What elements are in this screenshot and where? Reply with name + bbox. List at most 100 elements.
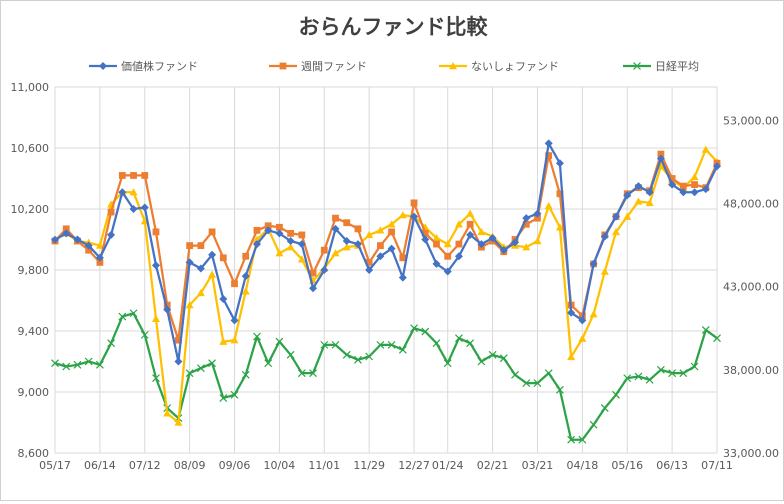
data-point (85, 246, 93, 254)
legend-item-1: 週間ファンド (269, 60, 367, 73)
x-marker-stroke (589, 420, 598, 429)
data-point (511, 238, 520, 247)
data-point (332, 214, 339, 222)
x-marker-stroke (544, 369, 553, 378)
data-point (185, 369, 194, 378)
x-tick-label: 10/04 (264, 459, 296, 472)
data-point (410, 324, 418, 333)
data-point (84, 241, 93, 250)
data-point (297, 240, 306, 249)
data-point (410, 199, 418, 207)
data-point (555, 159, 564, 168)
data-point (140, 203, 149, 212)
data-point (432, 339, 441, 348)
chart-title: おらんファンド比較 (299, 15, 489, 39)
data-point (129, 309, 138, 318)
y-left-tick-label: 9,400 (18, 325, 50, 338)
data-point (95, 253, 104, 262)
x-marker-stroke (253, 332, 261, 341)
data-point (578, 435, 587, 444)
data-point (118, 312, 127, 321)
data-point (320, 266, 329, 274)
data-point (533, 209, 542, 218)
data-point (421, 230, 429, 237)
data-point (623, 191, 632, 200)
data-point (534, 214, 541, 222)
data-point (421, 235, 430, 244)
legend-item-3: 日経平均 (623, 60, 699, 73)
data-point (152, 228, 160, 236)
data-point (544, 139, 553, 148)
data-point (230, 336, 239, 344)
data-point (690, 362, 699, 371)
data-point (51, 235, 59, 244)
data-point (163, 305, 172, 314)
y-left-tick-label: 9,000 (18, 386, 50, 399)
x-marker-stroke (241, 370, 250, 379)
data-point (51, 359, 59, 368)
data-point (175, 336, 182, 344)
data-point (95, 241, 104, 249)
data-point (612, 212, 621, 221)
legend: 価値株ファンド 週間ファンド ないしょファンド 日経平均 (89, 59, 699, 73)
data-point (219, 254, 227, 262)
data-point (286, 237, 295, 246)
data-point (690, 172, 699, 181)
data-point (196, 364, 205, 373)
data-point (241, 370, 250, 379)
data-point (488, 233, 497, 242)
x-tick-label: 06/14 (84, 459, 116, 472)
data-point (612, 390, 620, 399)
x-marker-stroke (275, 337, 284, 346)
axes: 05/17 06/14 07/12 08/09 09/06 10/04 11/01 11/29… (11, 81, 779, 472)
x-tick-label: 05/16 (611, 459, 643, 472)
y-left-tick-label: 10,200 (11, 203, 50, 216)
y-right-tick-label: 38,000.00 (723, 364, 779, 377)
data-point (443, 240, 452, 248)
x-marker-stroke (533, 379, 542, 388)
data-point (96, 258, 104, 266)
legend-marker (633, 62, 641, 70)
series-3 (51, 309, 721, 444)
data-point (432, 259, 441, 268)
x-marker-stroke (342, 350, 351, 359)
data-point (623, 374, 632, 383)
x-marker-stroke (365, 352, 374, 361)
data-point (297, 255, 306, 263)
data-point (656, 365, 665, 374)
data-point (365, 352, 374, 361)
x-marker-stroke (309, 369, 317, 378)
data-point (634, 372, 643, 381)
data-point (668, 369, 677, 378)
data-point (466, 220, 474, 228)
x-marker-stroke (645, 375, 654, 384)
series-line (54, 142, 719, 363)
data-point (196, 288, 205, 297)
data-point (62, 362, 71, 371)
data-point (455, 334, 463, 343)
data-point (342, 237, 351, 246)
data-point (645, 198, 654, 207)
x-tick-label: 11/29 (353, 459, 385, 472)
data-point (454, 252, 463, 261)
data-point (522, 243, 531, 251)
data-point (634, 182, 643, 191)
x-marker-stroke (387, 340, 396, 349)
data-point (623, 212, 632, 220)
x-marker-stroke (477, 357, 486, 366)
data-point (353, 240, 362, 249)
data-point (286, 350, 295, 359)
data-point (454, 220, 463, 228)
data-point (264, 359, 273, 368)
data-point (656, 154, 665, 163)
data-point (544, 201, 553, 210)
x-marker-stroke (230, 390, 239, 399)
data-point (342, 350, 351, 359)
data-point (152, 374, 160, 383)
data-point (567, 352, 576, 361)
data-point (477, 357, 486, 366)
x-tick-label: 07/12 (129, 459, 161, 472)
data-point (219, 337, 228, 345)
data-point (230, 316, 239, 325)
